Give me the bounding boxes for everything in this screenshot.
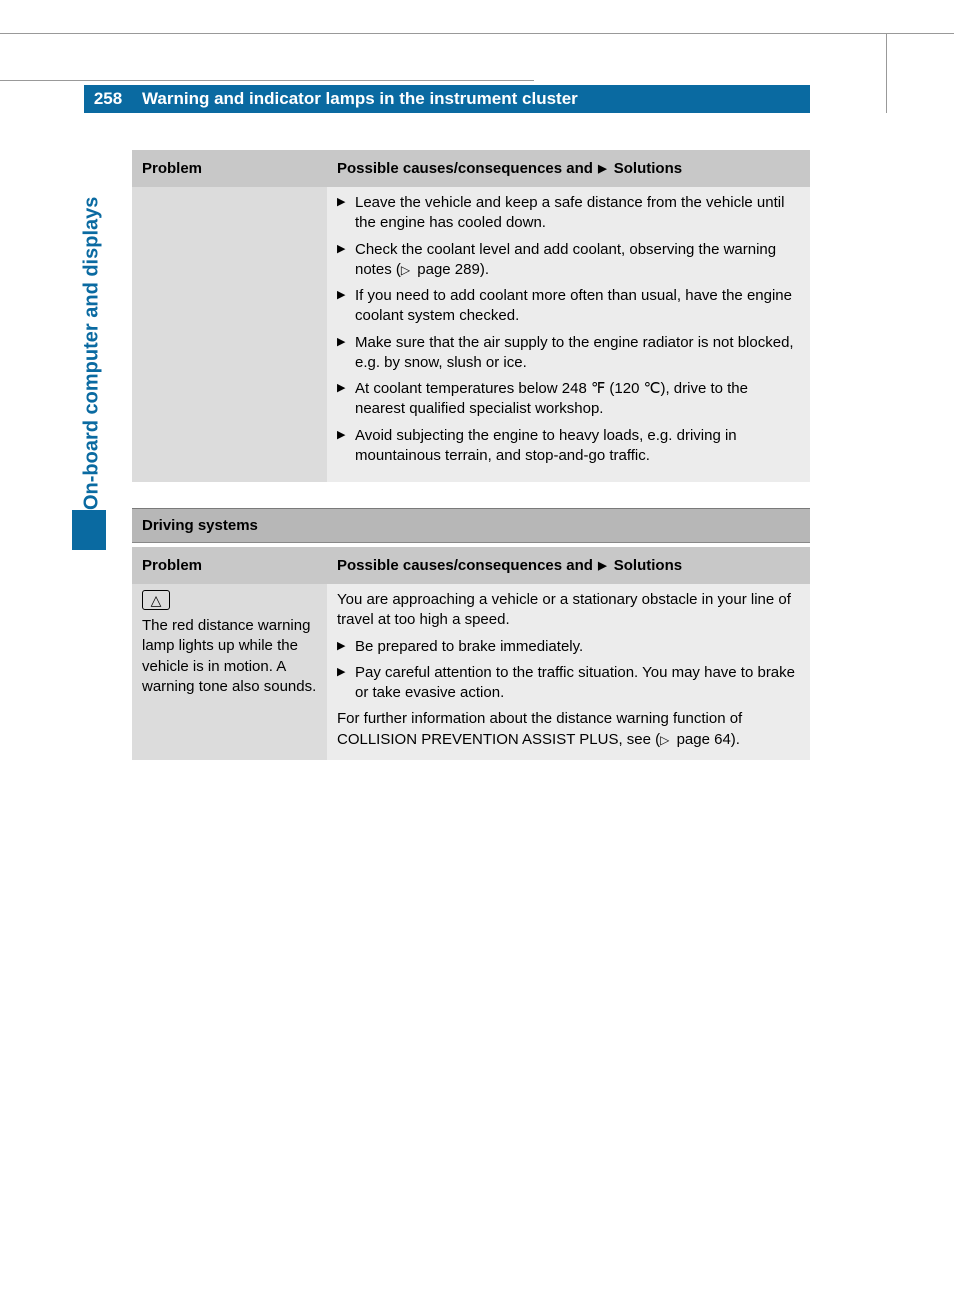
side-tab-label: On-board computer and displays — [78, 160, 106, 510]
col-header-solutions-pre: Possible causes/consequences and — [337, 160, 597, 177]
solution-list: Leave the vehicle and keep a safe distan… — [337, 193, 800, 466]
distance-warning-icon: △ — [142, 590, 170, 610]
page-title: Warning and indicator lamps in the instr… — [132, 85, 810, 113]
page-number: 258 — [84, 85, 132, 113]
col-header-solutions-post: Solutions — [610, 160, 683, 177]
pageref-text: page 289). — [413, 261, 489, 278]
crop-mark-top — [0, 33, 954, 34]
pageref-icon — [401, 261, 413, 278]
solution-item: Be prepared to brake immediately. — [337, 637, 800, 657]
triangle-icon — [597, 557, 609, 574]
pageref-text: page 64). — [672, 731, 740, 748]
intro-text: You are approaching a vehicle or a stati… — [337, 590, 800, 631]
problem-text: The red distance warning lamp lights up … — [142, 617, 316, 695]
solutions-cell: Leave the vehicle and keep a safe distan… — [327, 187, 810, 482]
content-area: Problem Possible causes/consequences and… — [132, 150, 810, 760]
col-header-solutions-post: Solutions — [610, 557, 683, 574]
col-header-solutions: Possible causes/consequences and Solutio… — [327, 547, 810, 584]
table-row: Leave the vehicle and keep a safe distan… — [132, 187, 810, 482]
solution-item: Make sure that the air supply to the eng… — [337, 333, 800, 374]
solution-item: Leave the vehicle and keep a safe distan… — [337, 193, 800, 234]
table-header-row: Problem Possible causes/consequences and… — [132, 150, 810, 187]
side-tab-marker — [72, 510, 106, 550]
solution-item: Check the coolant level and add coolant,… — [337, 240, 800, 281]
table-coolant: Problem Possible causes/consequences and… — [132, 150, 810, 482]
solutions-cell: You are approaching a vehicle or a stati… — [327, 584, 810, 760]
table-row: △ The red distance warning lamp lights u… — [132, 584, 810, 760]
col-header-problem: Problem — [132, 547, 327, 584]
problem-cell — [132, 187, 327, 482]
section-header-driving-systems: Driving systems — [132, 508, 810, 543]
col-header-problem: Problem — [132, 150, 327, 187]
crop-mark-top2 — [0, 80, 534, 81]
col-header-solutions-pre: Possible causes/consequences and — [337, 557, 597, 574]
col-header-solutions: Possible causes/consequences and Solutio… — [327, 150, 810, 187]
solution-item: Avoid subjecting the engine to heavy loa… — [337, 426, 800, 467]
solution-item: Pay careful attention to the traffic sit… — [337, 663, 800, 704]
table-header-row: Problem Possible causes/consequences and… — [132, 547, 810, 584]
solution-item: At coolant temperatures below 248 ℉ (120… — [337, 379, 800, 420]
solution-item: If you need to add coolant more often th… — [337, 286, 800, 327]
table-driving-systems: Problem Possible causes/consequences and… — [132, 547, 810, 760]
crop-mark-vert — [886, 33, 887, 113]
triangle-icon — [597, 160, 609, 177]
pageref-icon — [660, 731, 672, 748]
footer-text: For further information about the distan… — [337, 709, 800, 750]
solution-list: Be prepared to brake immediately. Pay ca… — [337, 637, 800, 704]
problem-cell: △ The red distance warning lamp lights u… — [132, 584, 327, 760]
